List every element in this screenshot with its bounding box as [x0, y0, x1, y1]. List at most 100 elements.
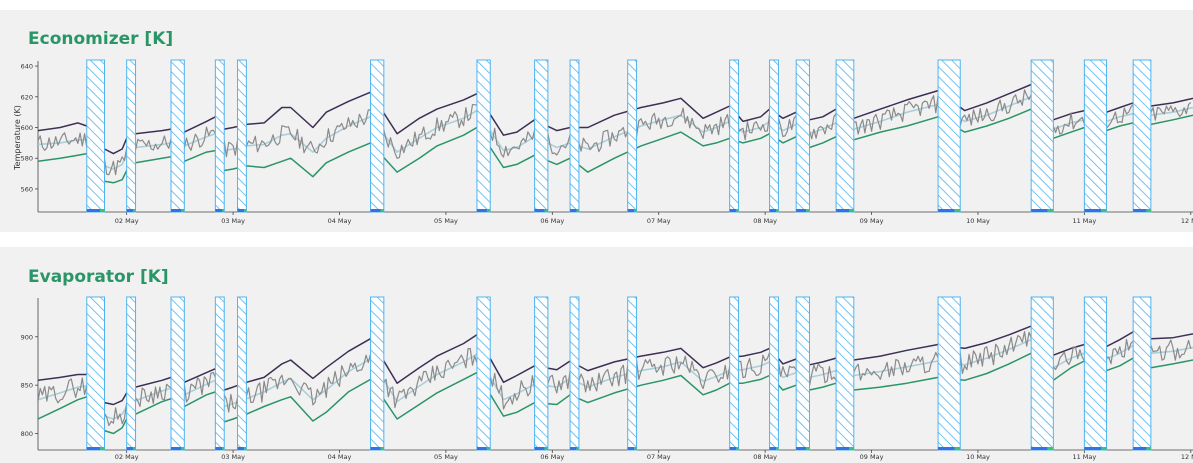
gap-marker [380, 447, 384, 450]
x-tick-label: 04 May [328, 217, 352, 225]
x-tick-label: 10 May [966, 453, 990, 461]
x-tick-label: 07 May [647, 453, 671, 461]
gap-marker [627, 447, 635, 450]
gap-region [86, 59, 106, 213]
gap-region [534, 296, 549, 451]
x-tick-label: 12 Ma [1181, 217, 1193, 225]
gap-marker [570, 209, 577, 212]
gap-region [476, 59, 491, 213]
gap-region [370, 59, 385, 213]
x-tick-label: 02 May [115, 217, 139, 225]
gap-marker [634, 209, 637, 212]
series-upper [38, 83, 1193, 155]
y-tick-label: 800 [21, 430, 33, 438]
gap-marker [776, 209, 779, 212]
gap-region [835, 296, 855, 451]
gap-region [126, 296, 137, 451]
gap-marker [729, 447, 737, 450]
gap-region [835, 59, 855, 213]
x-tick-label: 08 May [753, 453, 777, 461]
gap-marker [370, 209, 381, 212]
series-mean [38, 338, 1193, 420]
gap-marker [1133, 209, 1147, 212]
gap-region [86, 296, 106, 451]
gap-marker [570, 447, 577, 450]
series-measured [38, 330, 1192, 427]
gap-marker [796, 209, 807, 212]
gap-marker [171, 209, 181, 212]
x-tick-label: 10 May [966, 217, 990, 225]
gap-region [1083, 59, 1108, 213]
gap-marker [729, 209, 737, 212]
gap-region [1083, 296, 1108, 451]
gap-marker [237, 447, 245, 450]
gap-marker [100, 447, 105, 450]
gap-marker [486, 209, 491, 212]
gap-marker [938, 209, 955, 212]
gap-region [237, 296, 247, 451]
gap-region [170, 296, 185, 451]
x-tick-label: 06 May [540, 217, 564, 225]
gap-marker [237, 209, 245, 212]
gap-marker [171, 447, 181, 450]
gap-region [769, 296, 779, 451]
gap-marker [370, 447, 381, 450]
x-tick-label: 05 May [434, 453, 458, 461]
gap-marker [1031, 209, 1048, 212]
gap-region [476, 296, 491, 451]
y-tick-label: 600 [21, 124, 33, 132]
gap-marker [476, 447, 487, 450]
gap-marker [86, 447, 101, 450]
evaporator-title: Evaporator [K] [28, 267, 169, 287]
gap-marker [215, 209, 223, 212]
y-tick-label: 560 [21, 185, 33, 193]
gap-marker [180, 447, 185, 450]
series-lower [38, 108, 1193, 184]
y-tick-label: 620 [21, 93, 33, 101]
gap-marker [486, 447, 491, 450]
x-tick-label: 11 May [1072, 217, 1096, 225]
gap-marker [849, 209, 854, 212]
gap-region [1132, 59, 1152, 213]
gap-marker [100, 209, 105, 212]
gap-region [569, 59, 580, 213]
gap-marker [776, 447, 779, 450]
gap-marker [1031, 447, 1048, 450]
series-lower [38, 352, 1193, 435]
gap-marker [244, 447, 247, 450]
y-tick-label: 850 [21, 382, 33, 390]
gap-marker [126, 209, 134, 212]
gap-marker [796, 447, 807, 450]
y-axis-label: Temperature (K) [13, 105, 22, 171]
gap-marker [806, 209, 810, 212]
x-tick-label: 03 May [221, 217, 245, 225]
x-tick-label: 06 May [540, 453, 564, 461]
gap-marker [215, 447, 223, 450]
gap-region [1030, 59, 1054, 213]
gap-marker [576, 209, 579, 212]
gap-marker [954, 209, 961, 212]
gap-marker [126, 447, 134, 450]
series-measured [38, 89, 1192, 176]
gap-marker [736, 447, 739, 450]
gap-marker [1146, 447, 1151, 450]
y-tick-label: 580 [21, 155, 33, 163]
gap-region [237, 59, 247, 213]
gap-marker [1146, 209, 1151, 212]
gap-marker [1084, 209, 1101, 212]
x-tick-label: 07 May [647, 217, 671, 225]
gap-marker [769, 209, 777, 212]
gap-marker [954, 447, 961, 450]
gap-marker [836, 447, 850, 450]
gap-region [534, 59, 549, 213]
gap-marker [380, 209, 384, 212]
gap-marker [180, 209, 185, 212]
gap-marker [534, 209, 545, 212]
gap-marker [806, 447, 810, 450]
evaporator-chart: 800 850 900 02 May 03 May 04 May 05 May 06 May 0… [21, 296, 1193, 461]
gap-marker [133, 209, 136, 212]
gap-region [729, 59, 740, 213]
gap-region [214, 59, 225, 213]
gap-region [795, 296, 810, 451]
gap-marker [1047, 447, 1054, 450]
